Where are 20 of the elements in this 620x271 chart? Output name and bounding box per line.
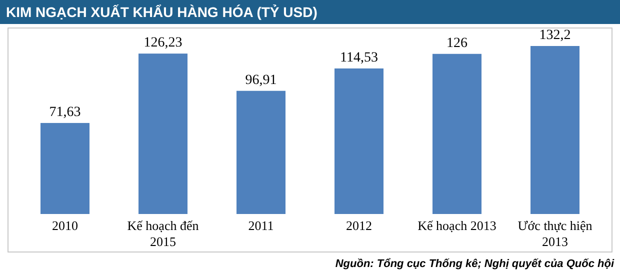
data-label: 126 <box>446 36 468 51</box>
x-tick-label: Kế hoạch 2013 <box>418 218 496 233</box>
bar <box>236 90 286 214</box>
x-tick-label: 2010 <box>52 218 78 233</box>
bar <box>40 122 90 214</box>
data-label: 71,63 <box>49 104 81 120</box>
bar <box>138 54 188 214</box>
x-tick-label: 2011 <box>248 218 274 233</box>
data-label: 96,91 <box>245 72 277 88</box>
x-tick-label: Kế hoạch đến 2015 <box>127 218 200 249</box>
bar <box>334 68 384 214</box>
x-tick-label: Ước thực hiện 2013 <box>518 218 593 249</box>
data-label: 132,2 <box>539 28 571 43</box>
x-tick-label: 2012 <box>346 218 372 233</box>
data-label: 126,23 <box>144 36 182 51</box>
data-label: 114,53 <box>340 50 378 66</box>
bar <box>530 46 580 214</box>
text: Nguồn: Tổng cục Thống kê; Nghị quyết của Quốc hội <box>335 258 615 270</box>
bar <box>432 54 482 214</box>
chart-title: KIM NGẠCH XUẤT KHẨU HÀNG HÓA (TỶ USD) <box>6 4 318 20</box>
